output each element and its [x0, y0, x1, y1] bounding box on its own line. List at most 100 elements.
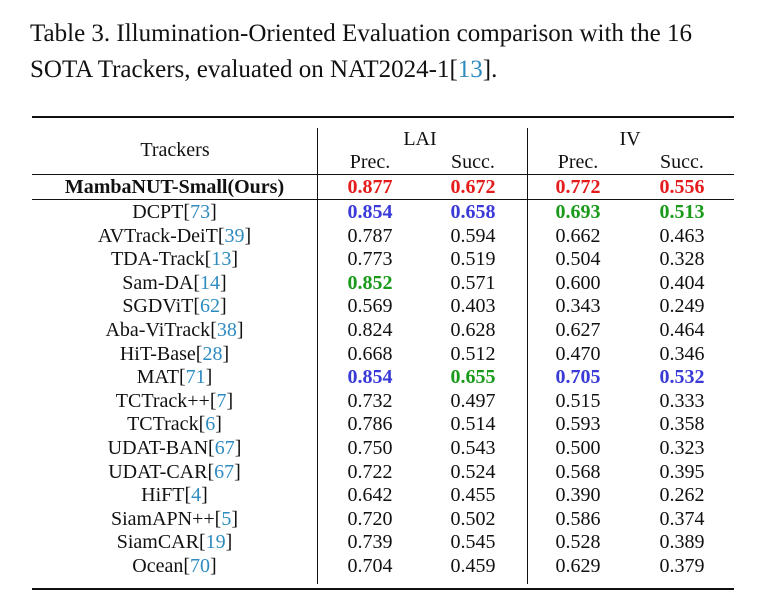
bracket-open: [: [193, 295, 201, 317]
bracket-close: ]: [222, 343, 230, 365]
bracket-close: ]: [210, 555, 217, 577]
tracker-name: SGDViT[62]: [32, 294, 317, 318]
bracket-close: ]: [225, 531, 233, 553]
tracker-name: MAT[71]: [32, 365, 317, 389]
cell-lai-prec: 0.720: [347, 508, 393, 530]
header-succ: Succ.: [660, 151, 704, 173]
cell-iv-succ: 0.333: [659, 390, 705, 412]
citation-link[interactable]: 67: [214, 461, 235, 483]
citation-link[interactable]: 13: [211, 248, 232, 270]
bracket-open: [: [183, 555, 191, 577]
top-rule: [32, 116, 734, 118]
cell-iv-succ: 0.404: [659, 272, 705, 294]
citation-link[interactable]: 14: [200, 272, 221, 294]
cell-lai-prec: 0.787: [347, 225, 393, 247]
tracker-label: SiamAPN++: [110, 508, 215, 530]
citation-link[interactable]: 38: [216, 319, 237, 341]
tracker-name: SiamAPN++[5]: [32, 507, 317, 531]
tracker-label: HiFT: [141, 484, 185, 506]
bracket-close: ]: [220, 295, 227, 317]
header-succ: Succ.: [451, 151, 495, 173]
citation-link[interactable]: 70: [190, 555, 211, 577]
caption-text: SOTA Trackers, evaluated on NAT2024-1[: [30, 56, 458, 83]
tracker-label: UDAT-CAR: [108, 461, 208, 483]
citation-link[interactable]: 39: [224, 225, 245, 247]
citation-link[interactable]: 5: [221, 508, 232, 530]
bracket-close: ]: [231, 508, 239, 530]
bracket-open: [: [209, 390, 217, 412]
cell-iv-succ: 0.374: [659, 508, 705, 530]
cell-iv-succ: 0.262: [659, 484, 705, 506]
column-divider-1: [317, 128, 318, 584]
bracket-open: [: [208, 437, 215, 459]
cell-iv-prec: 0.528: [555, 531, 601, 553]
table-caption: Table 3. Illumination-Oriented Evaluatio…: [30, 16, 750, 88]
tracker-name: HiFT[4]: [32, 483, 317, 507]
ours-tracker-name: MambaNUT-Small(Ours): [64, 176, 285, 198]
cell-lai-succ: 0.628: [450, 319, 496, 341]
cell-iv-succ: 0.463: [659, 225, 705, 247]
tracker-label: TCTrack++: [115, 390, 210, 412]
cell-iv-succ: 0.395: [659, 461, 705, 483]
tracker-label: AVTrack-DeiT: [97, 225, 218, 247]
cell-iv-prec: 0.705: [555, 366, 601, 388]
tracker-label: SGDViT: [122, 295, 194, 317]
citation-link[interactable]: 73: [190, 201, 211, 223]
citation-link[interactable]: 62: [200, 295, 221, 317]
bracket-open: [: [217, 225, 225, 247]
cell-iv-prec: 0.500: [555, 437, 601, 459]
cell-lai-succ: 0.502: [450, 508, 496, 530]
citation-link[interactable]: 67: [214, 437, 235, 459]
cell-iv-succ: 0.323: [659, 437, 705, 459]
bracket-close: ]: [244, 225, 252, 247]
cell-lai-succ: 0.543: [450, 437, 496, 459]
bracket-close: ]: [231, 248, 239, 270]
citation-link[interactable]: 4: [191, 484, 202, 506]
bracket-close: ]: [226, 390, 234, 412]
citation-link[interactable]: 71: [185, 366, 206, 388]
cell-iv-succ: 0.358: [659, 413, 705, 435]
bracket-open: [: [183, 201, 191, 223]
cell-lai-succ: 0.403: [450, 295, 496, 317]
citation-link[interactable]: 6: [205, 413, 216, 435]
citation-link[interactable]: 28: [202, 343, 223, 365]
cell-lai-prec: 0.824: [347, 319, 393, 341]
cell-lai-succ: 0.524: [450, 461, 496, 483]
tracker-name: UDAT-BAN[67]: [32, 436, 317, 460]
cell-iv-prec: 0.586: [555, 508, 601, 530]
cell-iv-prec: 0.662: [555, 225, 601, 247]
cell-iv-prec: 0.627: [555, 319, 601, 341]
tracker-name: Sam-DA[14]: [32, 271, 317, 295]
cell-lai-succ: 0.512: [450, 343, 496, 365]
bracket-close: ]: [215, 413, 222, 435]
bracket-open: [: [178, 366, 186, 388]
header-group-iv: IV: [619, 128, 641, 150]
bracket-close: ]: [220, 272, 227, 294]
bracket-open: [: [207, 461, 215, 483]
citation-link[interactable]: 19: [205, 531, 226, 553]
caption-line-2: SOTA Trackers, evaluated on NAT2024-1[13…: [30, 52, 750, 88]
cell-lai-prec: 0.773: [347, 248, 393, 270]
cell-lai-prec: 0.668: [347, 343, 393, 365]
header-group-lai: LAI: [403, 128, 437, 150]
ours-iv-prec: 0.772: [555, 176, 601, 198]
bottom-rule: [32, 588, 734, 590]
cell-iv-prec: 0.390: [555, 484, 601, 506]
cell-lai-prec: 0.750: [347, 437, 393, 459]
cell-iv-succ: 0.513: [659, 201, 705, 223]
cell-lai-prec: 0.722: [347, 461, 393, 483]
citation-link[interactable]: 7: [216, 390, 227, 412]
tracker-name: TCTrack++[7]: [32, 389, 317, 413]
cell-lai-succ: 0.594: [450, 225, 496, 247]
bracket-close: ]: [234, 437, 242, 459]
cell-iv-prec: 0.568: [555, 461, 601, 483]
cell-iv-prec: 0.593: [555, 413, 601, 435]
tracker-name: HiT-Base[28]: [32, 342, 317, 366]
tracker-label: Sam-DA: [122, 272, 194, 294]
tracker-name: TCTrack[6]: [32, 412, 317, 436]
bracket-open: [: [198, 531, 206, 553]
cell-lai-succ: 0.658: [450, 201, 496, 223]
tracker-label: Aba-ViTrack: [105, 319, 211, 341]
cell-lai-succ: 0.459: [450, 555, 496, 577]
caption-citation-link[interactable]: 13: [457, 56, 483, 83]
